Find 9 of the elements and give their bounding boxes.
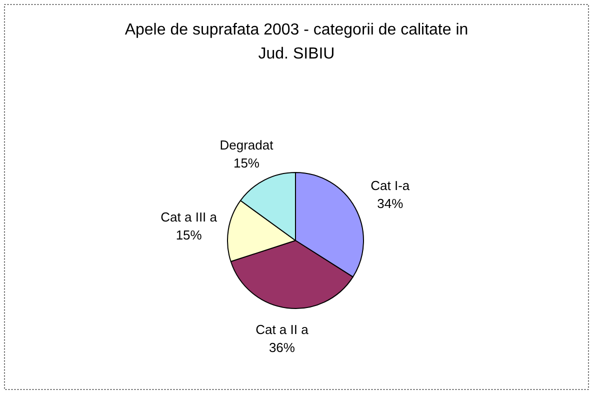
data-label: 34% (377, 196, 404, 211)
data-label: 15% (233, 156, 260, 171)
slice-label: Cat a III a (160, 210, 218, 225)
data-label: 15% (176, 228, 202, 243)
slice-label: Cat a II a (256, 322, 310, 338)
chart-title: Apele de suprafata 2003 - categorii de calitate in Jud. SIBIU (124, 22, 468, 62)
data-label: 36% (268, 340, 296, 356)
slice-label: Degradat (220, 138, 274, 153)
slice-label: Cat I-a (370, 178, 410, 193)
